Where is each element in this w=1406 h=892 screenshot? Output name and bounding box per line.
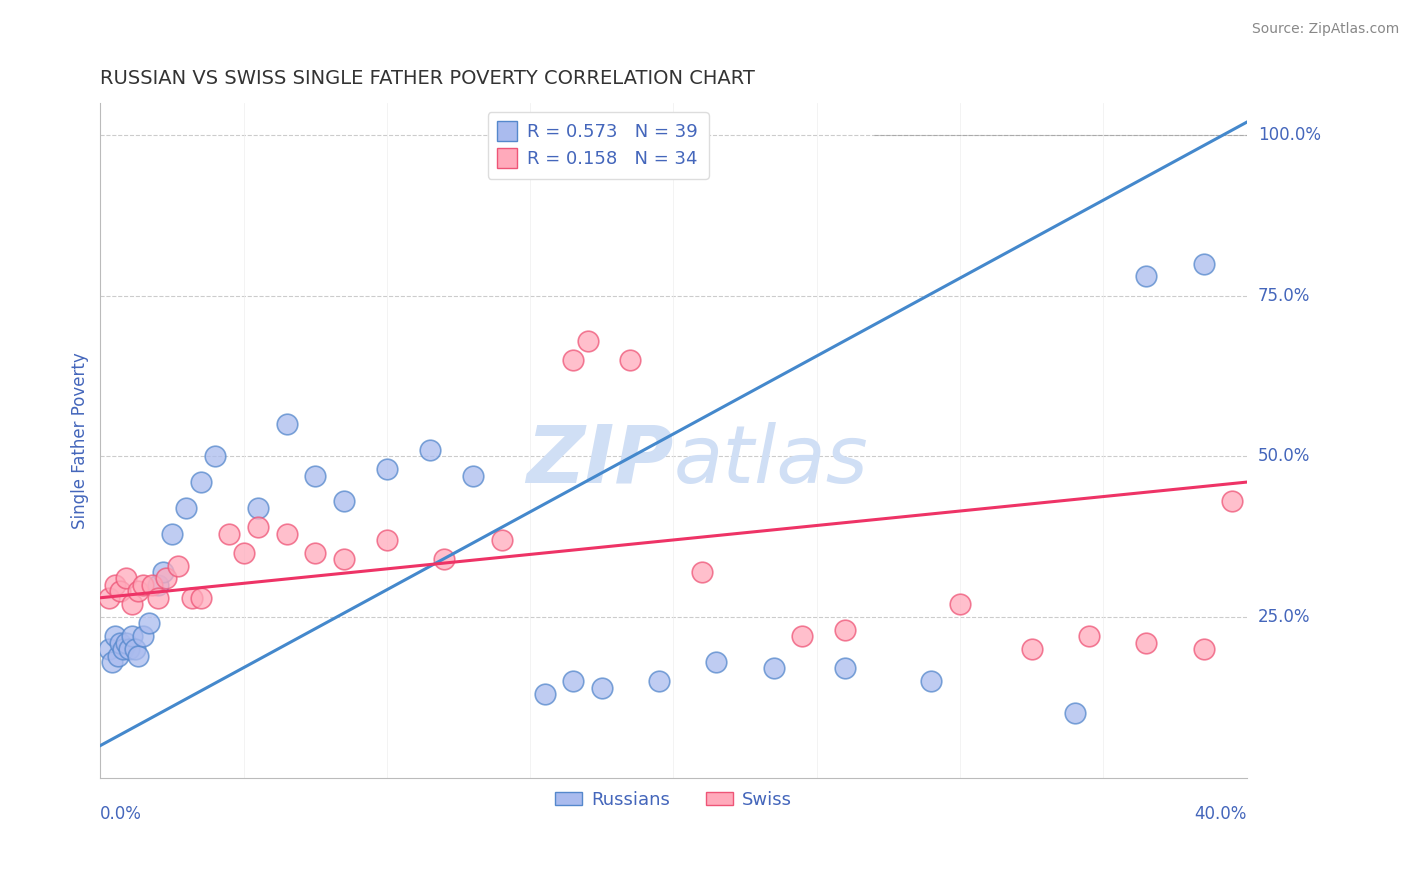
Point: [155, 572, 177, 586]
Point: [97, 591, 120, 605]
Text: RUSSIAN VS SWISS SINGLE FATHER POVERTY CORRELATION CHART: RUSSIAN VS SWISS SINGLE FATHER POVERTY C…: [100, 69, 755, 87]
Text: Source: ZipAtlas.com: Source: ZipAtlas.com: [1251, 22, 1399, 37]
Point: [146, 578, 169, 592]
Point: [461, 468, 484, 483]
Point: [118, 642, 141, 657]
Point: [127, 648, 149, 663]
Text: 50.0%: 50.0%: [1258, 448, 1310, 466]
Point: [218, 526, 240, 541]
Point: [375, 462, 398, 476]
Point: [97, 642, 120, 657]
Point: [706, 655, 728, 669]
Point: [127, 584, 149, 599]
Point: [1135, 269, 1157, 284]
Point: [834, 661, 856, 675]
Point: [141, 578, 163, 592]
Y-axis label: Single Father Poverty: Single Father Poverty: [72, 352, 89, 529]
Point: [276, 417, 298, 432]
Point: [562, 674, 585, 689]
Point: [124, 642, 146, 657]
Point: [304, 468, 326, 483]
Point: [576, 334, 599, 348]
Point: [166, 558, 188, 573]
Point: [491, 533, 513, 547]
Point: [619, 353, 641, 368]
Point: [920, 674, 942, 689]
Point: [132, 629, 155, 643]
Text: atlas: atlas: [673, 422, 869, 500]
Point: [246, 520, 269, 534]
Point: [562, 353, 585, 368]
Point: [1063, 706, 1085, 721]
Point: [107, 648, 129, 663]
Point: [181, 591, 204, 605]
Text: ZIP: ZIP: [526, 422, 673, 500]
Point: [533, 687, 555, 701]
Point: [110, 636, 132, 650]
Point: [190, 475, 212, 489]
Point: [176, 500, 198, 515]
Point: [121, 597, 143, 611]
Point: [1192, 257, 1215, 271]
Point: [115, 572, 138, 586]
Point: [246, 500, 269, 515]
Point: [333, 494, 356, 508]
Point: [132, 578, 155, 592]
Point: [690, 565, 713, 579]
Point: [1220, 494, 1243, 508]
Text: 40.0%: 40.0%: [1194, 805, 1247, 823]
Point: [591, 681, 613, 695]
Point: [160, 526, 183, 541]
Point: [1078, 629, 1101, 643]
Point: [104, 629, 127, 643]
Point: [419, 442, 441, 457]
Point: [138, 616, 160, 631]
Point: [112, 642, 135, 657]
Legend: Russians, Swiss: Russians, Swiss: [548, 783, 799, 816]
Point: [276, 526, 298, 541]
Point: [834, 623, 856, 637]
Point: [762, 661, 785, 675]
Point: [333, 552, 356, 566]
Point: [146, 591, 169, 605]
Point: [792, 629, 814, 643]
Point: [110, 584, 132, 599]
Point: [648, 674, 671, 689]
Point: [1192, 642, 1215, 657]
Point: [121, 629, 143, 643]
Point: [1021, 642, 1043, 657]
Point: [232, 546, 254, 560]
Point: [115, 636, 138, 650]
Point: [101, 655, 124, 669]
Point: [375, 533, 398, 547]
Point: [104, 578, 127, 592]
Point: [304, 546, 326, 560]
Point: [433, 552, 456, 566]
Text: 75.0%: 75.0%: [1258, 286, 1310, 305]
Point: [152, 565, 174, 579]
Point: [204, 450, 226, 464]
Point: [190, 591, 212, 605]
Point: [949, 597, 972, 611]
Text: 0.0%: 0.0%: [100, 805, 142, 823]
Text: 25.0%: 25.0%: [1258, 608, 1310, 626]
Text: 100.0%: 100.0%: [1258, 126, 1320, 145]
Point: [1135, 636, 1157, 650]
